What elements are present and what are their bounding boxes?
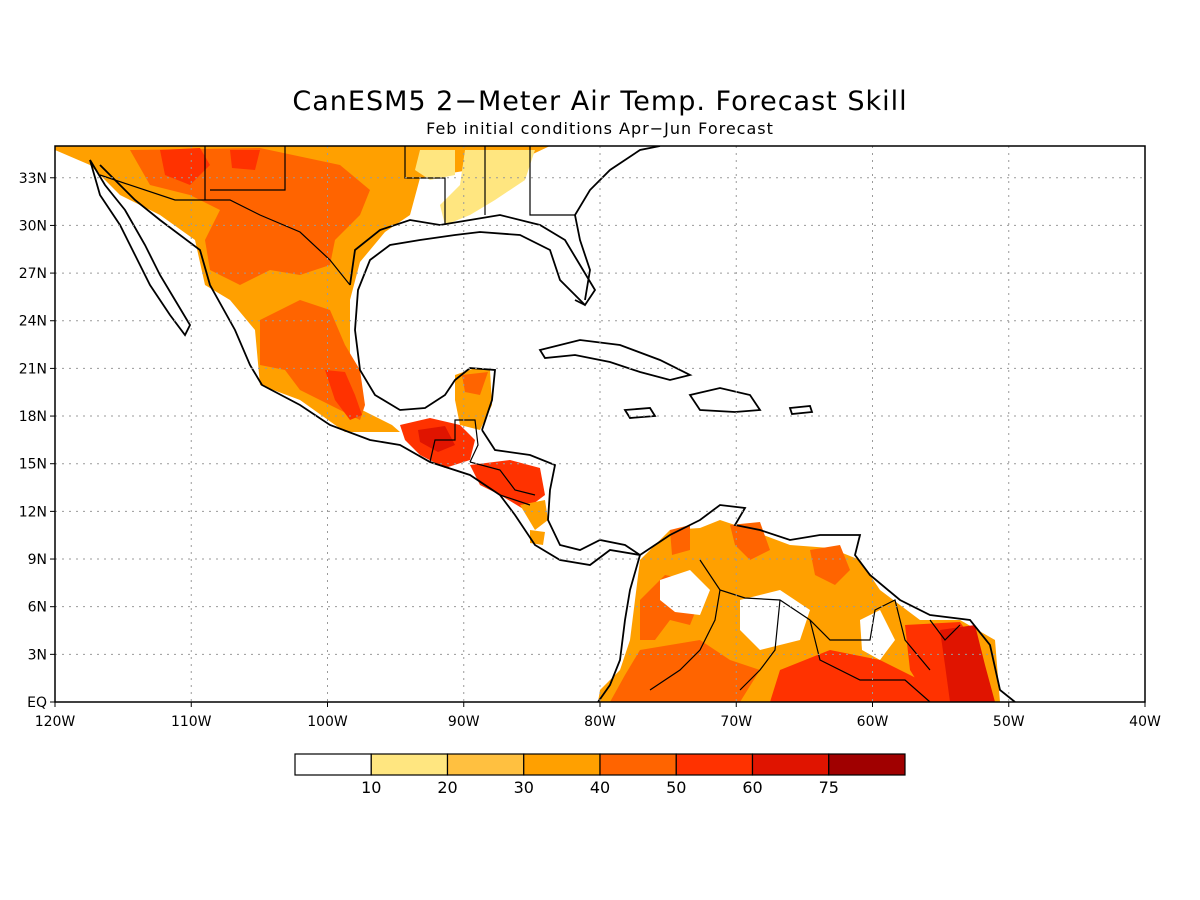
coast-south-america-north [639,504,1016,702]
colorbar-swatch [294,753,372,776]
colorbar-label: 60 [742,778,762,797]
lat-tick-label: 3N [28,647,47,663]
border-central-america [469,461,536,506]
colorbar-label: 75 [819,778,839,797]
colorbar-swatch [828,753,906,776]
colorbar-swatch [446,753,525,776]
coast-jamaica [623,407,657,419]
lon-tick-label: 70W [720,714,752,730]
skill-region-s-mexico-red [325,370,362,420]
lat-tick-label: 27N [19,266,47,282]
lat-tick-label: 6N [28,600,47,616]
coast-central-america-caribbean [481,429,641,556]
borders [99,146,961,702]
coast-puerto-rico [788,405,814,415]
colorbar-swatch [599,753,677,776]
colorbar-swatch [523,753,601,776]
coast-us-atlantic [574,146,661,301]
lat-tick-label: 33N [19,171,47,187]
colorbar-swatch [751,753,830,776]
lat-tick-labels: EQ 3N 6N 9N 12N 15N 18N 21N 24N 27N 30N 33N [19,171,55,711]
lon-tick-labels: 120W 110W 100W 90W 80W 70W 60W 50W 40W [35,702,1161,730]
border-guatemala [429,419,479,463]
lon-tick-label: 60W [857,714,889,730]
lat-tick-label: EQ [27,695,47,711]
colorbar-label: 40 [590,778,610,797]
lon-tick-label: 100W [307,714,348,730]
colorbar-label: 50 [666,778,686,797]
border-south-america [649,559,961,702]
lat-tick-label: 15N [19,457,47,473]
lat-tick-label: 24N [19,314,47,330]
coast-florida-keys [574,299,586,306]
skill-region-nicaragua [520,500,548,530]
lon-tick-label: 40W [1129,714,1161,730]
colorbar-swatch [370,753,449,776]
lon-tick-label: 80W [584,714,616,730]
skill-region-texas-yellow [415,150,455,180]
colorbar-label: 20 [437,778,457,797]
border-us-states [204,146,575,225]
colorbar-label: 30 [514,778,534,797]
lat-tick-label: 18N [19,409,47,425]
skill-region-yucatan-red [462,372,488,395]
colorbar: 10 20 30 40 50 60 75 [294,753,906,797]
coast-cuba [538,339,693,381]
skill-region-honduras [470,460,545,510]
colorbar-swatch [675,753,754,776]
skill-region-guiana-dark [940,625,995,702]
skill-region-sa-white-2 [740,590,810,650]
coast-gulf-of-mexico [349,214,597,431]
skill-region-n-mex-red [160,148,210,185]
skill-region-sa-white-1 [660,570,710,615]
border-us-mexico [99,174,351,286]
lon-tick-label: 120W [35,714,76,730]
map-subtitle: Feb initial conditions Apr−Jun Forecast [426,119,774,138]
skill-region-venezuela-east [810,545,850,585]
skill-region-sa-orange-2 [610,640,760,702]
skill-region-north-mexico [55,146,550,432]
skill-region-sa-white-3 [860,610,895,660]
lat-tick-label: 12N [19,504,47,520]
coastlines [89,146,1016,702]
coast-baja-california [89,159,192,337]
skill-region-panama-spot [530,530,545,545]
lat-tick-label: 21N [19,361,47,377]
skill-region-amazon-red [770,650,940,702]
skill-region-guatemala-dark [418,426,455,452]
skill-region-n-mex-red2 [230,150,260,170]
lon-tick-label: 50W [993,714,1025,730]
lon-tick-label: 110W [171,714,212,730]
coast-south-america-pacific [597,554,641,702]
skill-region-venezuela-orange [730,522,770,560]
lat-tick-label: 9N [28,552,47,568]
lat-tick-label: 30N [19,218,47,234]
coast-hispaniola [688,387,762,413]
lon-tick-label: 90W [448,714,480,730]
colorbar-label: 10 [361,778,381,797]
map-title: CanESM5 2−Meter Air Temp. Forecast Skill [292,86,908,117]
skill-shading [55,146,1000,702]
grid-lines [55,146,1145,702]
coast-mexico-pacific [99,164,641,566]
